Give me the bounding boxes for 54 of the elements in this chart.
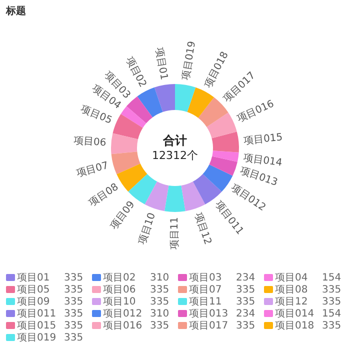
data-label: 335 bbox=[322, 296, 342, 308]
legend-label: 项目03 bbox=[189, 272, 222, 284]
legend-label: 项目012 bbox=[103, 308, 142, 320]
data-label: 335 bbox=[64, 332, 84, 344]
chart-title: 标题 bbox=[5, 5, 26, 17]
text: 12312个 bbox=[152, 149, 198, 162]
data-label: 234 bbox=[236, 308, 256, 320]
legend-label: 项目011 bbox=[17, 308, 56, 320]
data-label: 335 bbox=[150, 320, 170, 332]
category-label: 项目015 bbox=[243, 132, 284, 147]
data-label: 154 bbox=[322, 272, 342, 284]
data-label: 234 bbox=[236, 272, 256, 284]
data-label: 310 bbox=[150, 272, 170, 284]
legend-label: 项目014 bbox=[275, 308, 314, 320]
legend-label: 项目06 bbox=[103, 284, 136, 296]
data-label: 335 bbox=[64, 272, 84, 284]
data-label: 335 bbox=[64, 284, 84, 296]
legend-label: 项目013 bbox=[189, 308, 228, 320]
data-label: 335 bbox=[236, 296, 256, 308]
legend-label: 项目07 bbox=[189, 284, 222, 296]
legend-label: 项目02 bbox=[103, 272, 136, 284]
data-label: 335 bbox=[236, 284, 256, 296]
data-label: 335 bbox=[64, 320, 84, 332]
slice-label: 项目10 bbox=[137, 212, 158, 246]
legend-label: 项目016 bbox=[103, 320, 142, 332]
legend-label: 项目09 bbox=[17, 296, 50, 308]
legend-label: 项目01 bbox=[17, 272, 50, 284]
legend-label: 项目10 bbox=[103, 296, 136, 308]
category-label: 项目06 bbox=[73, 136, 107, 149]
legend-label: 项目04 bbox=[275, 272, 308, 284]
text: 合计 bbox=[162, 134, 187, 148]
data-label: 335 bbox=[236, 320, 256, 332]
data-label: 335 bbox=[150, 296, 170, 308]
data-label: 335 bbox=[64, 296, 84, 308]
data-label: 310 bbox=[150, 308, 170, 320]
data-label: 335 bbox=[150, 284, 170, 296]
legend-label: 项目12 bbox=[275, 296, 308, 308]
data-label: 335 bbox=[322, 320, 342, 332]
legend-label: 项目017 bbox=[189, 320, 228, 332]
legend-label: 项目08 bbox=[275, 284, 308, 296]
data-label: 335 bbox=[322, 284, 342, 296]
data-label: 335 bbox=[64, 308, 84, 320]
legend-label: 项目11 bbox=[189, 296, 222, 308]
category-label: 项目05 bbox=[79, 104, 114, 126]
category-label: 项目019 bbox=[180, 40, 198, 81]
legend-label: 项目015 bbox=[17, 320, 56, 332]
slice-label: 项目12 bbox=[192, 212, 213, 246]
legend-label: 项目05 bbox=[17, 284, 50, 296]
slice-label: 项目01 bbox=[152, 46, 170, 81]
slice-label: 项目11 bbox=[170, 217, 180, 250]
slice-label: 项目07 bbox=[75, 160, 110, 180]
legend-label: 项目019 bbox=[17, 332, 56, 344]
legend-label: 项目018 bbox=[275, 320, 314, 332]
data-label: 154 bbox=[322, 308, 342, 320]
